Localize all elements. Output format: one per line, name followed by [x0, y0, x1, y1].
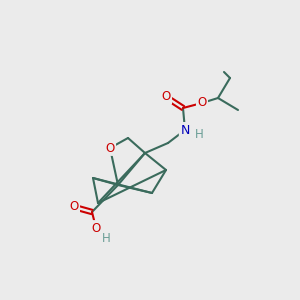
Text: H: H — [195, 128, 203, 140]
Text: O: O — [161, 91, 171, 103]
Text: H: H — [102, 232, 110, 244]
Text: O: O — [105, 142, 115, 154]
Text: O: O — [69, 200, 79, 214]
Text: N: N — [180, 124, 190, 136]
Text: O: O — [197, 97, 207, 110]
Text: O: O — [92, 221, 100, 235]
